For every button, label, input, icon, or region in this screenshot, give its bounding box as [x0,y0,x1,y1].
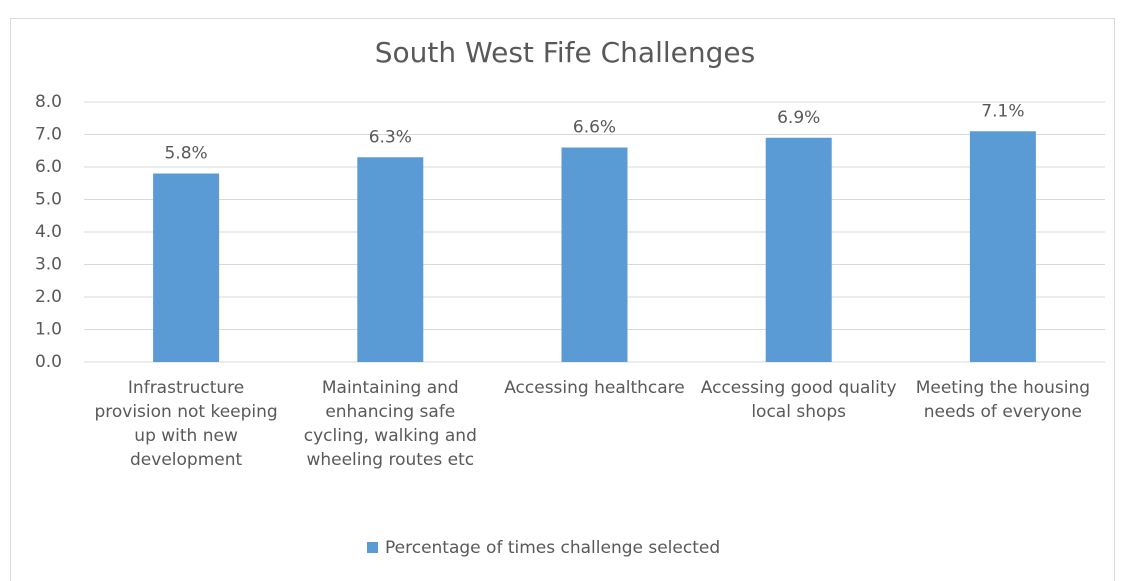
bar [153,173,220,362]
y-tick-label: 8.0 [35,92,62,112]
x-tick-label: Accessing healthcare [504,378,685,398]
chart-title: South West Fife Challenges [375,36,755,69]
x-tick-label: Accessing good quality local shops [700,378,897,422]
bar [969,131,1036,362]
y-tick-label: 5.0 [35,190,62,210]
y-tick-label: 6.0 [35,157,62,177]
bar [357,157,424,362]
legend-swatch [367,542,378,553]
legend-label: Percentage of times challenge selected [385,538,720,558]
y-tick-label: 7.0 [35,125,62,145]
y-tick-label: 2.0 [35,287,62,307]
y-tick-label: 3.0 [35,255,62,275]
data-label: 6.6% [573,118,616,138]
y-tick-label: 4.0 [35,222,62,242]
x-tick-label: Maintaining and enhancing safe cycling, … [303,378,477,470]
x-tick-label: Meeting the housing needs of everyone [915,378,1091,422]
data-label: 7.1% [981,101,1024,121]
data-label: 6.9% [777,108,820,128]
x-tick-label: Infrastructure provision not keeping up … [94,378,278,470]
data-label: 5.8% [164,144,207,164]
bar [765,137,832,362]
y-tick-label: 0.0 [35,352,62,372]
y-tick-label: 1.0 [35,320,62,340]
data-label: 6.3% [369,127,412,147]
bar [561,147,628,362]
